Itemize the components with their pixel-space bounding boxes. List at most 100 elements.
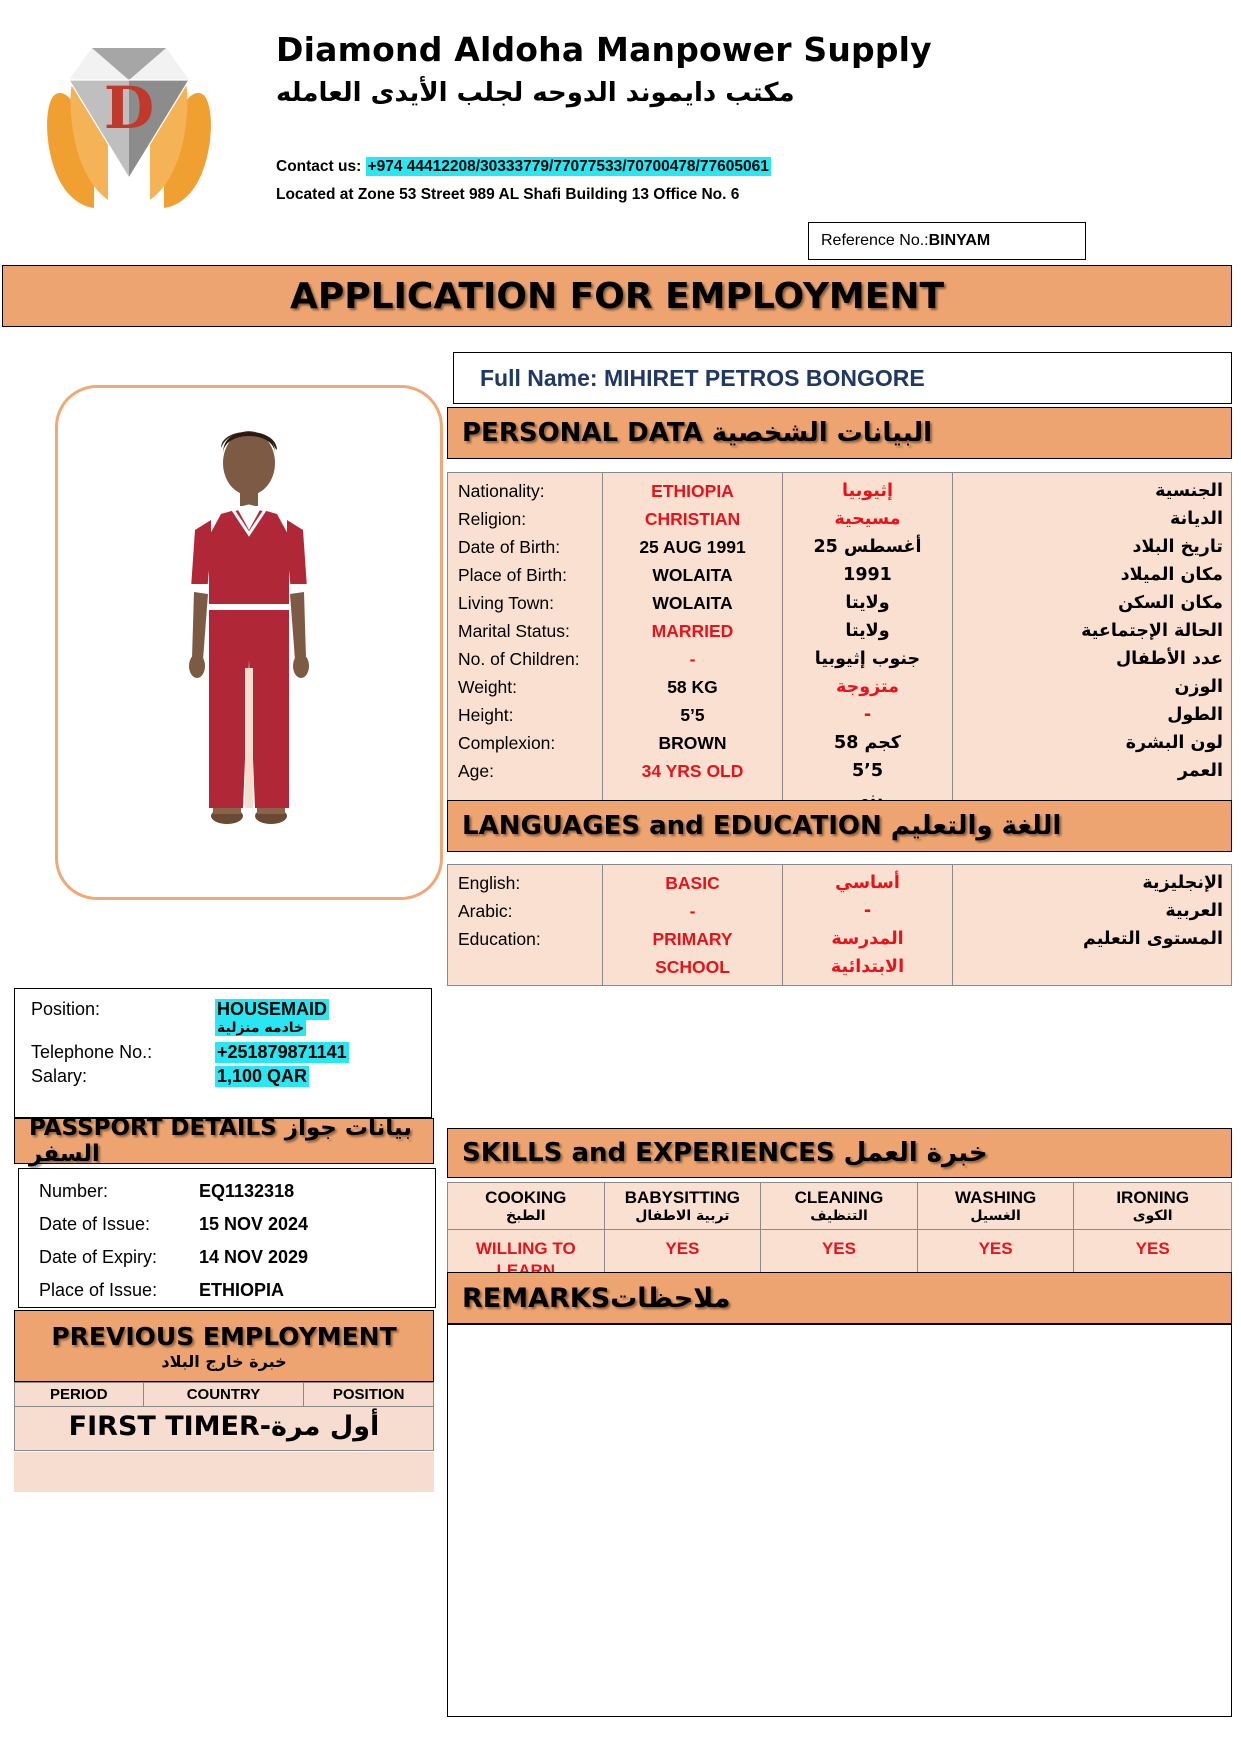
- row-label: Age:: [458, 761, 494, 781]
- passport-row: Date of Issue: 15 NOV 2024: [19, 1208, 435, 1241]
- row-value-en: 5’5: [680, 705, 705, 725]
- remarks-content-area[interactable]: [447, 1324, 1232, 1717]
- passport-label: Date of Expiry:: [39, 1247, 158, 1267]
- skill-value-en: YES: [605, 1230, 762, 1284]
- row-value-en: -: [689, 649, 696, 669]
- remarks-banner: REMARKSملاحظات: [447, 1272, 1232, 1324]
- skills-banner: SKILLS and EXPERIENCES خبرة العمل: [447, 1128, 1232, 1178]
- full-name-box: Full Name: MIHIRET PETROS BONGORE: [453, 352, 1232, 404]
- passport-row: Place of Issue: ETHIOPIA: [19, 1274, 435, 1307]
- passport-value: ETHIOPIA: [199, 1280, 285, 1300]
- passport-row: Number: EQ1132318: [19, 1175, 435, 1208]
- row-label: Marital Status:: [458, 621, 570, 641]
- skill-value-en: YES: [1135, 1239, 1170, 1258]
- applicant-photo: [55, 385, 443, 900]
- row-label-ar: مكان السكن: [1118, 593, 1223, 613]
- row-value-ar: أغسطس 25 1991: [813, 537, 922, 585]
- position-box: Position: HOUSEMAID خادمه منزلية Telepho…: [14, 988, 432, 1118]
- row-label-ar: عدد الأطفال: [1116, 649, 1223, 669]
- row-value-ar: متزوجة: [836, 677, 899, 697]
- passport-label: Date of Issue:: [39, 1214, 151, 1234]
- row-label-ar: المستوى التعليم: [1083, 929, 1223, 949]
- languages-values-ar: أساسي - المدرسة الابتدائية: [783, 865, 953, 985]
- previous-employment-title-en: PREVIOUS EMPLOYMENT: [51, 1321, 397, 1351]
- row-value-ar: كجم 58: [834, 733, 901, 753]
- row-value-en: BASIC: [665, 873, 720, 893]
- personal-data-banner-text: PERSONAL DATA البيانات الشخصية: [462, 418, 932, 448]
- company-logo-icon: D: [34, 18, 224, 213]
- personal-data-values-en: ETHIOPIA CHRISTIAN 25 AUG 1991 WOLAITA WOLAI…: [603, 473, 783, 845]
- row-label-ar: الطول: [1167, 705, 1223, 725]
- full-name-text: Full Name: MIHIRET PETROS BONGORE: [480, 364, 925, 391]
- passport-label: Place of Issue:: [39, 1280, 158, 1300]
- reference-label: Reference No.:: [821, 232, 929, 249]
- row-label: Date of Birth:: [458, 537, 561, 557]
- personal-data-labels: Nationality: Religion: Date of Birth: Place…: [448, 473, 603, 845]
- row-label: Complexion:: [458, 733, 556, 753]
- row-label-ar: العمر: [1177, 761, 1223, 781]
- skills-banner-text: SKILLS and EXPERIENCES خبرة العمل: [462, 1138, 988, 1168]
- row-value-ar: أساسي: [835, 873, 900, 893]
- row-label: Nationality:: [458, 481, 545, 501]
- page-title: APPLICATION FOR EMPLOYMENT: [2, 265, 1232, 327]
- telephone-label: Telephone No.:: [31, 1042, 153, 1062]
- skill-name-en: IRONING: [1116, 1188, 1190, 1207]
- skill-name-ar: الطبخ: [506, 1208, 546, 1224]
- skill-name-ar: التنظيف: [810, 1208, 868, 1224]
- skill-name-en: BABYSITTING: [624, 1188, 740, 1207]
- row-label-ar: العربية: [1165, 901, 1223, 921]
- row-label: Living Town:: [458, 593, 554, 613]
- row-label: Arabic:: [458, 901, 513, 921]
- row-value-ar: ولايتا: [845, 621, 890, 641]
- row-label-ar: لون البشرة: [1125, 733, 1223, 753]
- row-label: Height:: [458, 705, 514, 725]
- previous-employment-banner: PREVIOUS EMPLOYMENT خبرة خارج البلاد: [14, 1310, 434, 1382]
- skill-header-cell: IRONING الكوى: [1074, 1183, 1231, 1230]
- languages-banner: LANGUAGES and EDUCATION اللغة والتعليم: [447, 800, 1232, 852]
- row-label: No. of Children:: [458, 649, 580, 669]
- personal-data-labels-ar: الجنسية الديانة تاريخ البلاد مكان الميلاد مك…: [953, 473, 1233, 845]
- languages-values-en: BASIC - PRIMARY SCHOOL: [603, 865, 783, 985]
- skill-name-en: COOKING: [485, 1188, 567, 1207]
- skills-header-row: COOKING الطبخ BABYSITTING تربية الاطفال CLEA…: [448, 1183, 1231, 1230]
- contact-numbers: +974 44412208/30333779/77077533/70700478…: [365, 157, 771, 176]
- skill-header-cell: WASHING الغسيل: [917, 1183, 1075, 1230]
- skill-header-cell: BABYSITTING تربية الاطفال: [604, 1183, 762, 1230]
- skill-value-en: YES: [761, 1230, 918, 1284]
- position-label: Position:: [31, 999, 101, 1019]
- skill-name-ar: الكوى: [1132, 1208, 1173, 1224]
- column-position: POSITION: [332, 1386, 405, 1403]
- salary-label: Salary:: [31, 1066, 88, 1086]
- row-value-en: 34 YRS OLD: [641, 761, 744, 781]
- personal-data-banner: PERSONAL DATA البيانات الشخصية: [447, 407, 1232, 459]
- row-value-ar: مسيحية: [834, 509, 901, 529]
- row-value-ar: 5’5: [851, 761, 884, 781]
- row-value-en: WOLAITA: [652, 593, 733, 613]
- company-name-ar: مكتب دايموند الدوحه لجلب الأيدى العامله: [276, 78, 795, 108]
- company-name-en: Diamond Aldoha Manpower Supply: [276, 30, 932, 69]
- passport-banner: PASSPORT DETAILS بيانات جواز السفر: [14, 1115, 434, 1167]
- skill-name-ar: تربية الاطفال: [635, 1208, 730, 1224]
- row-label-ar: مكان الميلاد: [1120, 565, 1223, 585]
- position-row: Position: HOUSEMAID: [15, 999, 431, 1020]
- skill-header-cell: CLEANING التنظيف: [761, 1183, 918, 1230]
- skill-header-cell: COOKING الطبخ: [448, 1183, 605, 1230]
- row-value-ar: -: [863, 705, 872, 725]
- row-value-ar: جنوب إثيوبيا: [814, 649, 921, 669]
- languages-labels: English: Arabic: Education:: [448, 865, 603, 985]
- row-label: Education:: [458, 929, 541, 949]
- row-value-en: -: [689, 901, 696, 921]
- skill-name-en: CLEANING: [794, 1188, 884, 1207]
- row-value-en: WOLAITA: [652, 565, 733, 585]
- reference-box: Reference No.: BINYAM: [808, 222, 1086, 260]
- languages-banner-text: LANGUAGES and EDUCATION اللغة والتعليم: [462, 811, 1062, 841]
- previous-employment-title-ar: خبرة خارج البلاد: [161, 1351, 287, 1371]
- remarks-banner-text: REMARKSملاحظات: [462, 1282, 731, 1314]
- row-label-ar: الجنسية: [1155, 481, 1223, 501]
- previous-employment-table: PERIOD COUNTRY POSITION FIRST TIMER-أول …: [14, 1382, 434, 1451]
- first-timer-row: FIRST TIMER-أول مرة: [14, 1407, 434, 1451]
- previous-employment-filler: [14, 1452, 434, 1492]
- row-label: Place of Birth:: [458, 565, 567, 585]
- previous-employment-header-row: PERIOD COUNTRY POSITION: [14, 1382, 434, 1407]
- telephone-value: +251879871141: [215, 1042, 349, 1063]
